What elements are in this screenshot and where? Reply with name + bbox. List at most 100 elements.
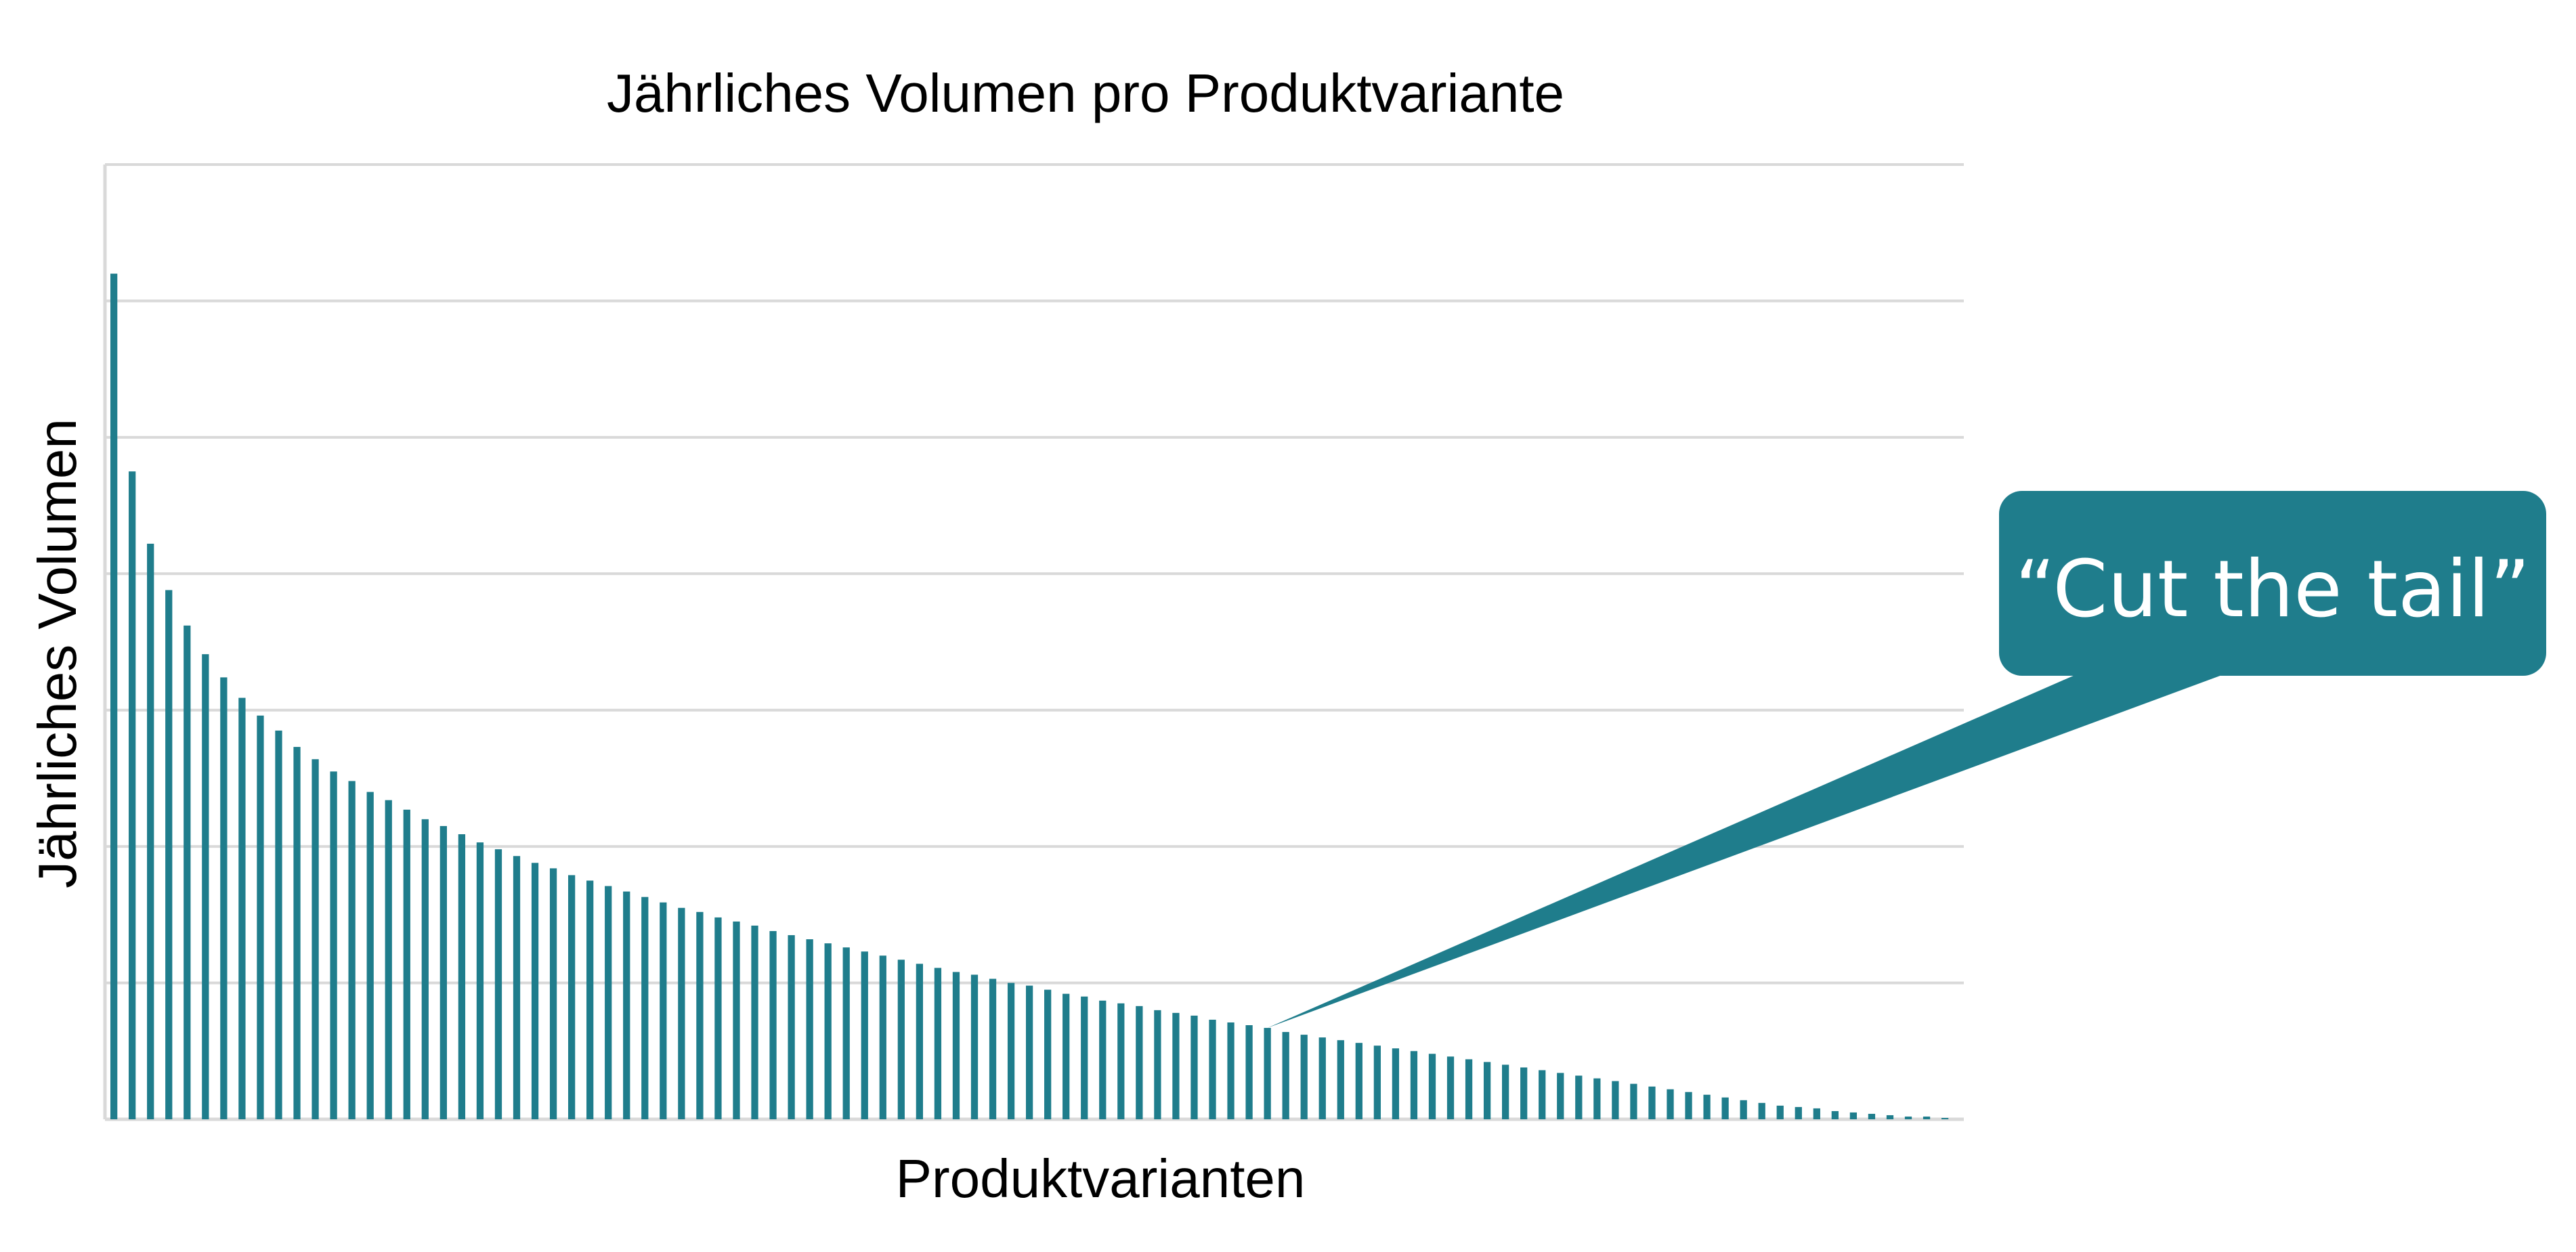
bar [476, 842, 484, 1119]
bar [293, 747, 301, 1119]
bar [458, 834, 466, 1119]
bar [421, 819, 429, 1119]
bar [1758, 1102, 1765, 1119]
bar [824, 943, 832, 1119]
callout: “Cut the tail” [1267, 491, 2546, 1029]
bar [147, 543, 154, 1119]
bar [1813, 1108, 1820, 1119]
bar [861, 951, 868, 1119]
bar [439, 825, 447, 1119]
bar [1776, 1105, 1784, 1119]
callout-box [1999, 491, 2546, 676]
bar [1868, 1113, 1876, 1119]
bar [696, 911, 704, 1119]
bar [1648, 1086, 1656, 1119]
bar [1154, 1010, 1161, 1119]
bar [1025, 985, 1033, 1119]
bar [769, 931, 777, 1119]
bar [1685, 1092, 1692, 1119]
bar [714, 917, 722, 1119]
bar [1264, 1028, 1271, 1119]
bar [1923, 1116, 1931, 1119]
bar [1410, 1051, 1418, 1119]
bar [1520, 1067, 1528, 1119]
bar [1483, 1062, 1491, 1119]
bar [678, 907, 685, 1119]
bar [1172, 1012, 1180, 1119]
bar [1667, 1089, 1674, 1119]
bar [1740, 1100, 1747, 1119]
bar [1337, 1040, 1344, 1119]
bar [513, 856, 521, 1119]
callout-pointer [1267, 670, 2235, 1029]
bar [1465, 1059, 1473, 1119]
bar [952, 972, 960, 1119]
bar [275, 730, 282, 1119]
bar [1703, 1094, 1711, 1119]
bar [129, 471, 136, 1119]
bar [989, 978, 997, 1119]
bar [1318, 1037, 1326, 1119]
bar [1081, 996, 1088, 1119]
bar [1117, 1003, 1125, 1119]
bar [1630, 1083, 1637, 1119]
gridlines [105, 163, 1964, 985]
bar [1941, 1117, 1949, 1119]
bar [970, 974, 979, 1119]
bar [1831, 1110, 1839, 1119]
bar [202, 654, 209, 1119]
bar [1209, 1019, 1216, 1119]
bar [494, 849, 502, 1119]
bar [1282, 1032, 1289, 1119]
bar [1300, 1035, 1308, 1119]
bar [1575, 1075, 1583, 1119]
bar [733, 921, 740, 1119]
bar [1446, 1056, 1455, 1119]
bar [916, 964, 924, 1119]
bar [1373, 1045, 1381, 1119]
bar [1062, 993, 1070, 1119]
bar [806, 939, 813, 1119]
bar [1355, 1043, 1362, 1119]
bar [660, 902, 667, 1119]
bar [1007, 983, 1015, 1119]
bar [1099, 1000, 1107, 1119]
bar [1539, 1070, 1546, 1119]
bar [385, 800, 392, 1119]
bar [531, 863, 539, 1119]
bar [110, 274, 118, 1120]
bar [330, 771, 337, 1119]
bar [1245, 1025, 1253, 1119]
bars [110, 274, 1949, 1120]
bar [1044, 989, 1052, 1119]
bar [879, 955, 886, 1119]
bar [605, 886, 612, 1119]
bar [348, 781, 356, 1119]
bar [312, 759, 319, 1119]
chart-title: Jährliches Volumen pro Produktvariante [607, 63, 1564, 123]
bar [184, 625, 191, 1119]
bar [788, 935, 795, 1119]
bar [1136, 1006, 1143, 1119]
bar [1392, 1048, 1400, 1119]
bar [1886, 1115, 1894, 1119]
bar [403, 809, 410, 1119]
bar [586, 880, 594, 1119]
bar [751, 925, 758, 1119]
bar [1849, 1112, 1858, 1119]
bar [641, 897, 649, 1119]
y-axis-label: Jährliches Volumen [27, 418, 87, 888]
bar [1227, 1022, 1235, 1119]
bar [238, 697, 246, 1119]
x-axis-label: Produktvarianten [896, 1148, 1306, 1209]
bar [1721, 1097, 1729, 1119]
bar [549, 868, 557, 1119]
bar [257, 715, 264, 1119]
bar [220, 677, 228, 1119]
bar [842, 947, 850, 1119]
bar [1502, 1064, 1509, 1119]
bar [623, 891, 630, 1119]
bar [366, 792, 374, 1119]
bar [897, 959, 905, 1119]
